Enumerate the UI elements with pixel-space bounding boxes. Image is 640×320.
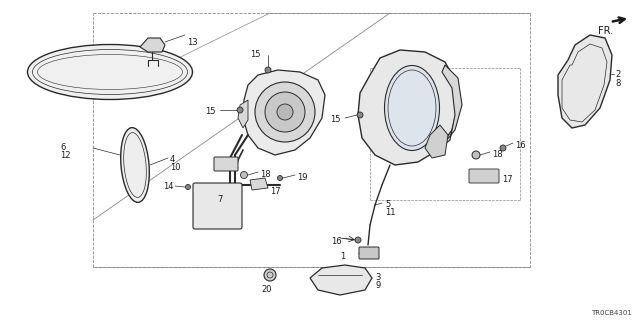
- FancyBboxPatch shape: [193, 183, 242, 229]
- Text: 18: 18: [492, 150, 502, 159]
- Text: 20: 20: [262, 285, 272, 294]
- Text: 15: 15: [250, 50, 260, 59]
- Text: 18: 18: [260, 170, 271, 179]
- Text: 13: 13: [187, 38, 198, 47]
- Ellipse shape: [121, 128, 149, 202]
- FancyBboxPatch shape: [359, 247, 379, 259]
- Polygon shape: [250, 178, 268, 190]
- Polygon shape: [358, 50, 458, 165]
- Text: 16: 16: [515, 141, 525, 150]
- Text: 1: 1: [340, 252, 345, 261]
- Circle shape: [241, 172, 248, 179]
- Polygon shape: [140, 38, 165, 52]
- Circle shape: [472, 151, 480, 159]
- FancyBboxPatch shape: [469, 169, 499, 183]
- Text: 4: 4: [170, 155, 175, 164]
- Polygon shape: [558, 35, 612, 128]
- Circle shape: [264, 269, 276, 281]
- Circle shape: [186, 185, 191, 189]
- Circle shape: [277, 104, 293, 120]
- Circle shape: [265, 92, 305, 132]
- Text: 15: 15: [330, 115, 340, 124]
- Circle shape: [278, 175, 282, 180]
- Polygon shape: [238, 100, 248, 128]
- Text: 9: 9: [375, 281, 380, 290]
- Text: 14: 14: [163, 182, 173, 191]
- Text: 19: 19: [297, 173, 307, 182]
- Circle shape: [237, 107, 243, 113]
- Text: 6: 6: [60, 143, 65, 152]
- Text: 16: 16: [332, 237, 342, 246]
- Text: 2: 2: [615, 70, 620, 79]
- Polygon shape: [425, 125, 448, 158]
- Text: TR0CB4301: TR0CB4301: [591, 310, 632, 316]
- Text: FR.: FR.: [598, 26, 613, 36]
- FancyBboxPatch shape: [214, 157, 238, 171]
- Text: 3: 3: [375, 273, 380, 282]
- Text: 7: 7: [218, 195, 223, 204]
- Polygon shape: [310, 265, 372, 295]
- Text: 10: 10: [170, 163, 180, 172]
- Text: 12: 12: [60, 151, 70, 160]
- Ellipse shape: [28, 44, 193, 100]
- Circle shape: [357, 112, 363, 118]
- Polygon shape: [440, 65, 462, 148]
- Text: 17: 17: [502, 175, 513, 184]
- Circle shape: [265, 67, 271, 73]
- Ellipse shape: [385, 66, 440, 150]
- Circle shape: [500, 145, 506, 151]
- Text: 5: 5: [385, 200, 390, 209]
- Circle shape: [355, 237, 361, 243]
- Text: 17: 17: [270, 187, 280, 196]
- Circle shape: [255, 82, 315, 142]
- Text: 11: 11: [385, 208, 396, 217]
- Text: 8: 8: [615, 79, 620, 88]
- Polygon shape: [243, 70, 325, 155]
- Text: 15: 15: [205, 107, 216, 116]
